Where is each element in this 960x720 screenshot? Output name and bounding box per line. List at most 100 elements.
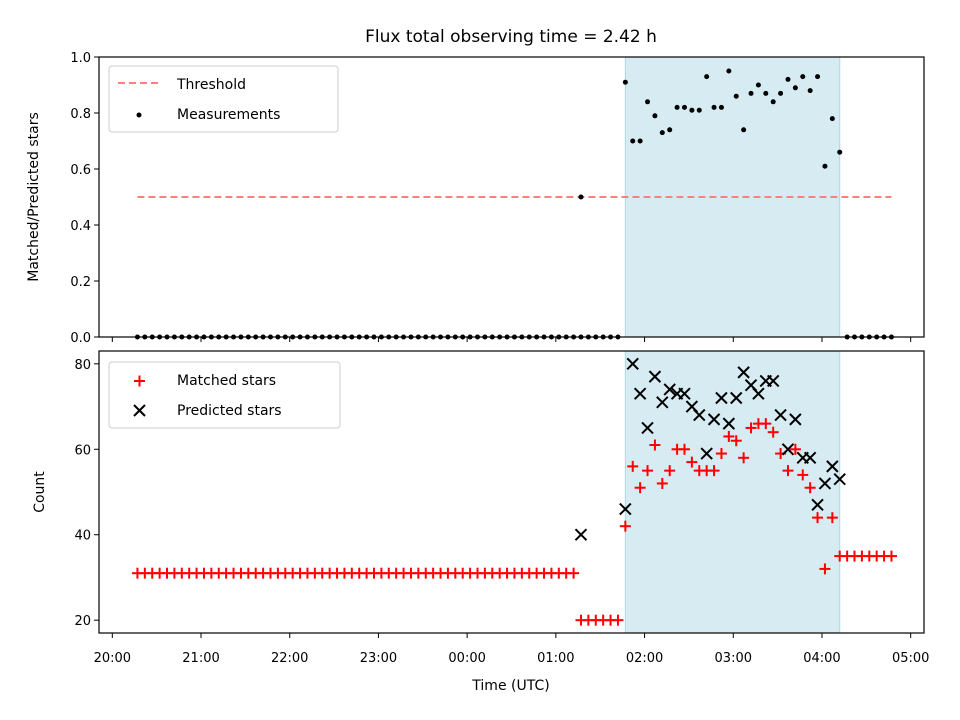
count-y-ticks: 20 40 60 80 (74, 358, 99, 629)
ratio-panel: Flux total observing time = 2.42 h 0.00.… (26, 27, 925, 346)
measurement-point (704, 74, 710, 80)
measurement-point (748, 90, 754, 96)
ratio-x-ticks (111, 337, 912, 342)
predicted-point (781, 443, 795, 456)
predicted-point (722, 417, 736, 430)
measurement-point (770, 99, 776, 105)
measurement-point (829, 116, 835, 122)
measurement-point (718, 104, 724, 110)
measurement-point (645, 99, 651, 105)
matched-point (642, 465, 654, 477)
predicted-point (833, 472, 846, 486)
predicted-point (811, 498, 824, 512)
x-axis-label: Time (UTC) (471, 678, 549, 694)
x-tick-label: 01:00 (537, 651, 574, 666)
measurement-point (755, 82, 761, 88)
matched-point (686, 456, 698, 468)
predicted-point (752, 387, 765, 400)
measurement-point (696, 107, 702, 113)
predicted-point (678, 387, 691, 400)
measurement-point (741, 127, 747, 133)
predicted-point (789, 413, 802, 426)
measurement-point (578, 194, 584, 200)
matched-point (797, 469, 809, 481)
matched-point (819, 563, 831, 575)
legend-predicted-label: Predicted stars (177, 403, 282, 419)
predicted-point (641, 421, 654, 435)
measurement-point (726, 68, 732, 74)
measurement-point (815, 74, 821, 80)
measurement-point (681, 104, 687, 110)
matched-point (760, 418, 772, 430)
predicted-point (619, 502, 632, 516)
legend-measurements-swatch (136, 112, 142, 118)
x-tick-label: 23:00 (360, 651, 397, 666)
count-legend: Matched stars Predicted stars (108, 361, 341, 429)
measurement-point (652, 113, 658, 119)
x-tick-label: 20:00 (94, 651, 131, 666)
matched-point (723, 430, 735, 442)
predicted-point (633, 387, 647, 400)
measurement-point (674, 104, 680, 110)
matched-point (649, 439, 661, 451)
matched-point (812, 512, 824, 524)
matched-point (826, 512, 838, 524)
count-y-tick-label: 20 (74, 614, 91, 629)
count-legend-box (108, 361, 341, 429)
matched-point (738, 452, 750, 464)
legend-predicted-swatch (133, 404, 146, 417)
matched-point (745, 422, 757, 434)
matched-point (789, 443, 801, 455)
measurement-point (622, 79, 628, 85)
predicted-point (737, 366, 750, 379)
measurement-point (800, 74, 806, 80)
count-panel: 20 40 60 80 20:00 21:00 22:00 23:00 00:00 01:00 0… (32, 350, 929, 694)
ratio-y-ticks: 0.0 0.2 0.4 0.6 0.8 1.0 (70, 51, 99, 346)
measurement-point (837, 149, 843, 155)
ratio-y-tick-label: 0.8 (70, 107, 91, 122)
count-y-axis-label: Count (32, 471, 48, 513)
ratio-y-tick-label: 1.0 (70, 51, 91, 66)
matched-point (612, 614, 624, 626)
predicted-point (574, 528, 588, 541)
x-tick-label: 22:00 (271, 651, 308, 666)
count-y-tick-label: 40 (74, 529, 91, 544)
matched-point (619, 520, 631, 532)
count-y-tick-label: 80 (74, 358, 91, 373)
ratio-y-tick-label: 0.4 (70, 219, 91, 234)
measurement-point (659, 130, 665, 136)
measurement-point (792, 85, 798, 91)
ratio-legend: Threshold Measurements (108, 65, 339, 133)
legend-measurements-label: Measurements (177, 107, 280, 123)
measurement-point (822, 163, 828, 169)
matched-point (634, 482, 646, 494)
predicted-point (826, 460, 839, 473)
count-plot-frame (98, 350, 925, 634)
predicted-point (774, 408, 787, 422)
predicted-point (626, 357, 639, 371)
predicted-point (648, 370, 662, 383)
matched-point (656, 477, 668, 489)
count-x-ticks: 20:00 21:00 22:00 23:00 00:00 01:00 02:00 03:00… (94, 633, 929, 666)
x-tick-label: 00:00 (448, 651, 485, 666)
measurement-point (785, 76, 791, 82)
matched-point (804, 482, 816, 494)
predicted-point (656, 396, 669, 409)
measurement-point (763, 90, 769, 96)
ratio-y-tick-label: 0.2 (70, 275, 91, 290)
matched-point (568, 567, 580, 579)
matched-point (730, 435, 742, 447)
x-tick-label: 04:00 (803, 651, 840, 666)
predicted-point (707, 413, 721, 426)
legend-threshold-label: Threshold (176, 77, 246, 93)
matched-point (627, 460, 639, 472)
ratio-legend-box (108, 65, 339, 133)
predicted-point (803, 451, 817, 465)
x-tick-label: 21:00 (182, 651, 219, 666)
matched-point (708, 465, 720, 477)
matched-point (664, 465, 676, 477)
predicted-point (693, 408, 706, 422)
measurement-point (711, 104, 717, 110)
measurement-point (733, 93, 739, 99)
